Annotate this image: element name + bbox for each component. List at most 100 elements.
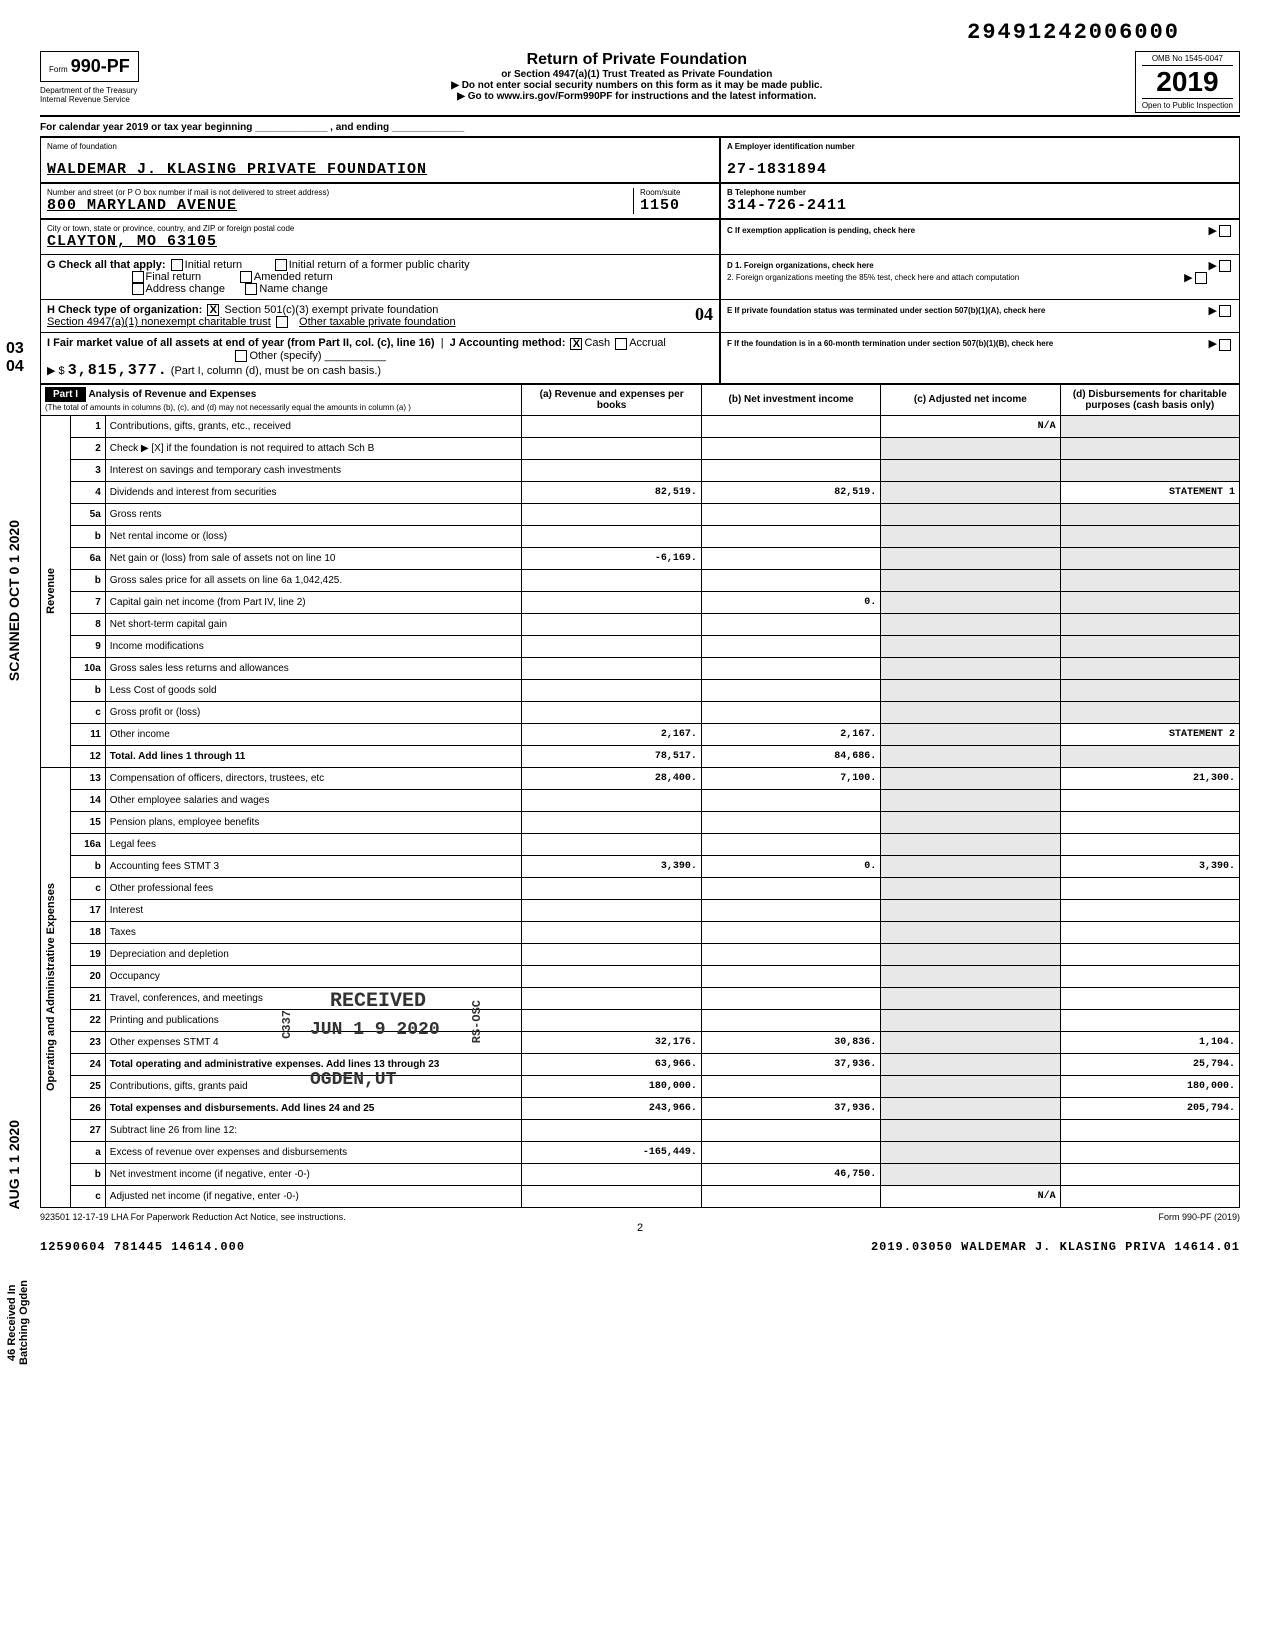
line-number: 14 [71, 789, 106, 811]
line-label: Gross sales price for all assets on line… [105, 569, 522, 591]
line-number: 1 [71, 415, 106, 437]
line-label: Total operating and administrative expen… [105, 1053, 522, 1075]
table-row: 7Capital gain net income (from Part IV, … [41, 591, 1240, 613]
line-label: Occupancy [105, 965, 522, 987]
cell-b [701, 679, 880, 701]
box-e-check[interactable] [1219, 305, 1231, 317]
j-cash[interactable]: X [570, 338, 582, 350]
line-number: 12 [71, 745, 106, 767]
table-row: 11Other income2,167.2,167.STATEMENT 2 [41, 723, 1240, 745]
cell-d [1060, 899, 1239, 921]
cell-c [881, 701, 1060, 723]
omb-number: OMB No 1545-0047 [1142, 54, 1233, 66]
cell-b: 46,750. [701, 1163, 880, 1185]
tax-year: 2019 [1142, 66, 1233, 98]
identity-grid: Name of foundation WALDEMAR J. KLASING P… [40, 137, 1240, 384]
cell-b: 37,936. [701, 1053, 880, 1075]
table-row: bAccounting fees STMT 33,390.0.3,390. [41, 855, 1240, 877]
cell-b [701, 459, 880, 481]
g-initial[interactable] [171, 259, 183, 271]
line-number: 21 [71, 987, 106, 1009]
line-label: Contributions, gifts, grants, etc., rece… [105, 415, 522, 437]
cell-b [701, 877, 880, 899]
line-label: Excess of revenue over expenses and disb… [105, 1141, 522, 1163]
revenue-side-label: Revenue [41, 415, 71, 767]
cell-d: 3,390. [1060, 855, 1239, 877]
cell-b [701, 1185, 880, 1207]
cell-d [1060, 1141, 1239, 1163]
cell-d [1060, 635, 1239, 657]
cell-a [522, 503, 701, 525]
cell-b [701, 613, 880, 635]
calendar-year-line: For calendar year 2019 or tax year begin… [40, 119, 1240, 136]
footer-right: 2019.03050 WALDEMAR J. KLASING PRIVA 146… [871, 1240, 1240, 1254]
g-former[interactable] [275, 259, 287, 271]
cell-d: 205,794. [1060, 1097, 1239, 1119]
cell-b [701, 1075, 880, 1097]
g-addrchange[interactable] [132, 283, 144, 295]
box-f-check[interactable] [1219, 339, 1231, 351]
table-row: cAdjusted net income (if negative, enter… [41, 1185, 1240, 1207]
g-final[interactable] [132, 271, 144, 283]
line-number: 5a [71, 503, 106, 525]
box-d1-check[interactable] [1219, 260, 1231, 272]
line-label: Depreciation and depletion [105, 943, 522, 965]
box-d2-check[interactable] [1195, 272, 1207, 284]
h-label: H Check type of organization: [47, 304, 202, 316]
cell-b [701, 525, 880, 547]
cell-d [1060, 833, 1239, 855]
cell-b: 37,936. [701, 1097, 880, 1119]
g-amended[interactable] [240, 271, 252, 283]
cell-d [1060, 415, 1239, 437]
cell-c [881, 613, 1060, 635]
city: CLAYTON, MO 63105 [47, 233, 713, 250]
cell-b [701, 921, 880, 943]
cell-a: 63,966. [522, 1053, 701, 1075]
cell-c [881, 679, 1060, 701]
cell-c [881, 943, 1060, 965]
cell-a [522, 437, 701, 459]
line-label: Gross profit or (loss) [105, 701, 522, 723]
cell-d [1060, 745, 1239, 767]
cell-d [1060, 547, 1239, 569]
h-501c3[interactable]: X [207, 304, 219, 316]
cell-a: 243,966. [522, 1097, 701, 1119]
cell-c [881, 569, 1060, 591]
cell-a [522, 877, 701, 899]
h-4947[interactable] [276, 316, 288, 328]
g-namechange[interactable] [245, 283, 257, 295]
line-number: b [71, 679, 106, 701]
table-row: bGross sales price for all assets on lin… [41, 569, 1240, 591]
cell-b [701, 1119, 880, 1141]
box-c-check[interactable] [1219, 225, 1231, 237]
cell-c [881, 1009, 1060, 1031]
cell-d: STATEMENT 2 [1060, 723, 1239, 745]
table-row: 23Other expenses STMT 432,176.30,836.1,1… [41, 1031, 1240, 1053]
cell-b [701, 811, 880, 833]
box-d2: 2. Foreign organizations meeting the 85%… [727, 273, 1019, 282]
line-label: Subtract line 26 from line 12: [105, 1119, 522, 1141]
cell-b [701, 943, 880, 965]
g-label: G Check all that apply: [47, 259, 166, 271]
cell-c [881, 657, 1060, 679]
j-other[interactable] [235, 350, 247, 362]
street: 800 MARYLAND AVENUE [47, 197, 633, 214]
cell-a: -165,449. [522, 1141, 701, 1163]
j-accrual[interactable] [615, 338, 627, 350]
col-a-header: (a) Revenue and expenses per books [522, 384, 701, 415]
cell-a [522, 811, 701, 833]
line-label: Check ▶ [X] if the foundation is not req… [105, 437, 522, 459]
cell-b: 2,167. [701, 723, 880, 745]
cell-a: 82,519. [522, 481, 701, 503]
cell-d [1060, 943, 1239, 965]
title-sub2: ▶ Do not enter social security numbers o… [151, 80, 1123, 91]
i-value: 3,815,377. [68, 362, 168, 379]
part1-label: Part I [45, 387, 86, 402]
cell-d [1060, 569, 1239, 591]
cell-a: 28,400. [522, 767, 701, 789]
table-row: 9Income modifications [41, 635, 1240, 657]
line-label: Net gain or (loss) from sale of assets n… [105, 547, 522, 569]
cell-a [522, 789, 701, 811]
year-box: OMB No 1545-0047 2019 Open to Public Ins… [1135, 51, 1240, 113]
line-number: 27 [71, 1119, 106, 1141]
